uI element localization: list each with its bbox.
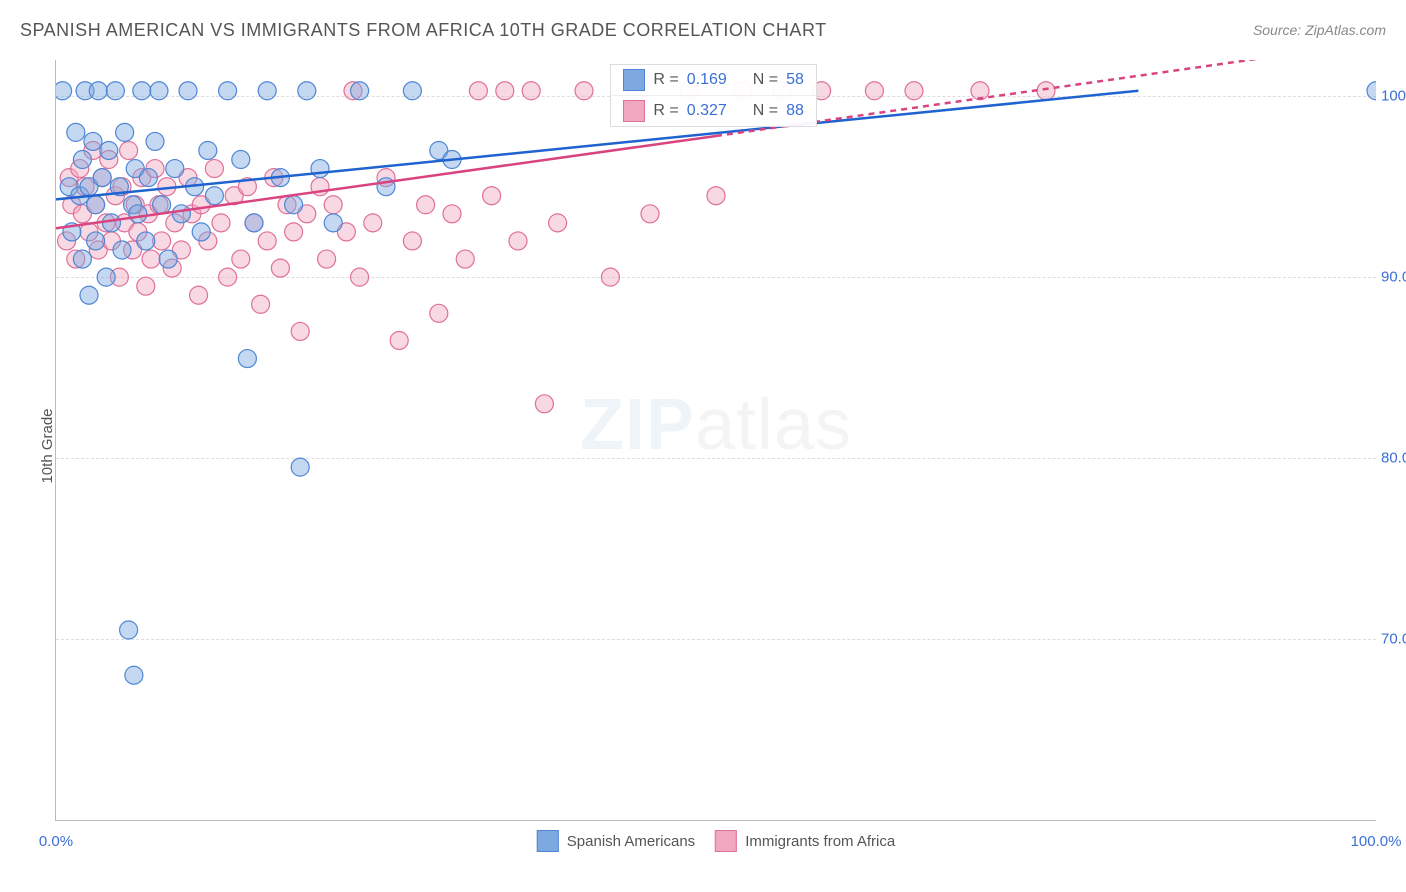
label-n-a: N =	[753, 71, 778, 89]
label-r-b: R =	[653, 102, 678, 120]
label-r-a: R =	[653, 71, 678, 89]
value-n-a: 58	[786, 71, 804, 89]
ytick-label: 90.0%	[1381, 269, 1406, 286]
ytick-label: 70.0%	[1381, 631, 1406, 648]
legend-item-a: Spanish Americans	[537, 830, 695, 852]
swatch-series-a	[623, 69, 645, 91]
legend-item-b: Immigrants from Africa	[715, 830, 895, 852]
page-title: SPANISH AMERICAN VS IMMIGRANTS FROM AFRI…	[20, 20, 827, 41]
legend-label-a: Spanish Americans	[567, 833, 695, 850]
value-r-b: 0.327	[687, 102, 727, 120]
xtick-label: 0.0%	[39, 833, 73, 850]
correlation-legend: R = 0.169 N = 58 R = 0.327 N = 88	[610, 64, 817, 127]
label-n-b: N =	[753, 102, 778, 120]
value-n-b: 88	[786, 102, 804, 120]
legend-row-b: R = 0.327 N = 88	[611, 96, 816, 126]
source-label: Source: ZipAtlas.com	[1253, 22, 1386, 38]
swatch-series-b	[623, 100, 645, 122]
ytick-label: 100.0%	[1381, 88, 1406, 105]
y-axis-label: 10th Grade	[39, 408, 56, 483]
series-legend: Spanish Americans Immigrants from Africa	[537, 830, 895, 852]
xtick-label: 100.0%	[1351, 833, 1402, 850]
scatter-chart	[56, 60, 1376, 820]
value-r-a: 0.169	[687, 71, 727, 89]
legend-swatch-a	[537, 830, 559, 852]
ytick-label: 80.0%	[1381, 450, 1406, 467]
legend-label-b: Immigrants from Africa	[745, 833, 895, 850]
legend-swatch-b	[715, 830, 737, 852]
legend-row-a: R = 0.169 N = 58	[611, 65, 816, 96]
chart-plot-area: ZIPatlas R = 0.169 N = 58 R = 0.327 N = …	[55, 60, 1376, 821]
